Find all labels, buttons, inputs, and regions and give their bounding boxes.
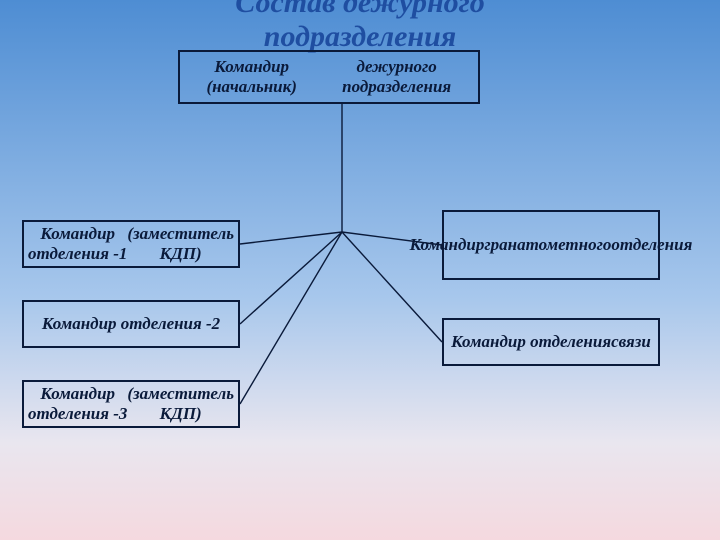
child-node-1-line: Командир отделения -1 (28, 224, 127, 263)
child-node-2: Командир отделения -2 (22, 300, 240, 348)
child-node-3-line: (заместитель КДП) (127, 384, 234, 423)
child-node-4-line: гранатометного (484, 235, 611, 255)
child-node-2-line: Командир отделения - (42, 314, 212, 334)
child-node-2-line: 2 (212, 314, 221, 334)
child-node-3-line: Командир отделения -3 (28, 384, 127, 423)
diagram-title: Состав дежурногоподразделения (0, 0, 720, 54)
root-node: Командир (начальник)дежурного подразделе… (178, 50, 480, 104)
child-node-4-line: отделения (611, 235, 692, 255)
child-node-4: Командиргранатометногоотделения (442, 210, 660, 280)
child-node-4-line: Командир (410, 235, 485, 255)
child-node-5-line: Командир отделения (451, 332, 611, 352)
root-node-line: Командир (начальник) (184, 57, 319, 96)
diagram-stage: Состав дежурногоподразделения Командир (… (0, 0, 720, 540)
child-node-1-line: (заместитель КДП) (127, 224, 234, 263)
title-line1: Состав дежурного (235, 0, 484, 19)
child-node-1: Командир отделения -1(заместитель КДП) (22, 220, 240, 268)
title-line2: подразделения (264, 20, 456, 53)
child-node-5: Командир отделениясвязи (442, 318, 660, 366)
root-node-line: дежурного подразделения (319, 57, 474, 96)
child-node-3: Командир отделения -3(заместитель КДП) (22, 380, 240, 428)
child-node-5-line: связи (611, 332, 651, 352)
